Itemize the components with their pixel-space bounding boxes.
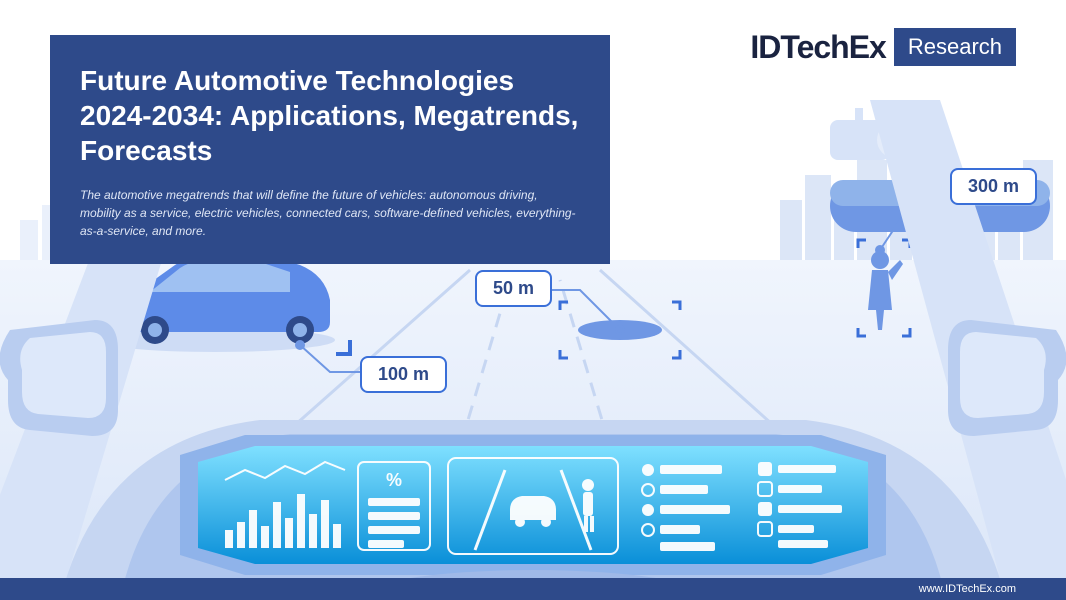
mirror-left — [0, 320, 118, 436]
callout-300m: 300 m — [950, 168, 1037, 205]
logo-tag: Research — [894, 28, 1016, 66]
footer: www.IDTechEx.com — [0, 578, 1066, 600]
mirror-right — [948, 320, 1066, 436]
callout-100m: 100 m — [360, 356, 447, 393]
logo-brand: IDTechEx — [750, 29, 885, 66]
report-subtitle: The automotive megatrends that will defi… — [80, 186, 580, 240]
logo: IDTechEx Research — [750, 28, 1016, 66]
callout-50m: 50 m — [475, 270, 552, 307]
title-panel: Future Automotive Technologies 2024-2034… — [50, 35, 610, 264]
report-title: Future Automotive Technologies 2024-2034… — [80, 63, 580, 168]
svg-text:%: % — [386, 470, 402, 490]
footer-url: www.IDTechEx.com — [919, 583, 1016, 595]
